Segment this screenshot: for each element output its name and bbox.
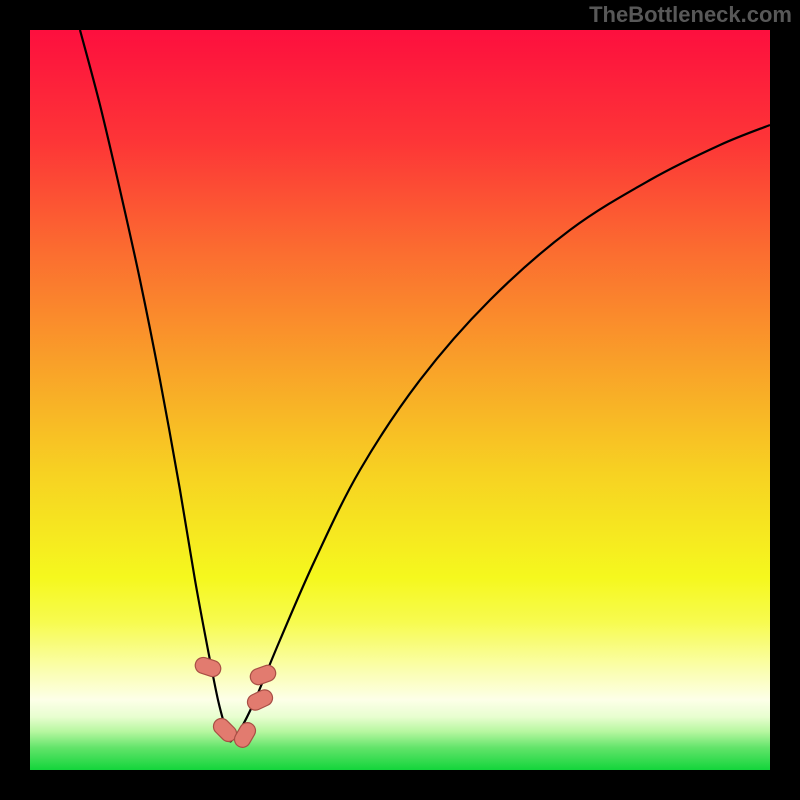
bottleneck-chart-svg (0, 0, 800, 800)
watermark-text: TheBottleneck.com (589, 2, 792, 28)
chart-container: TheBottleneck.com (0, 0, 800, 800)
gradient-panel (30, 30, 770, 770)
